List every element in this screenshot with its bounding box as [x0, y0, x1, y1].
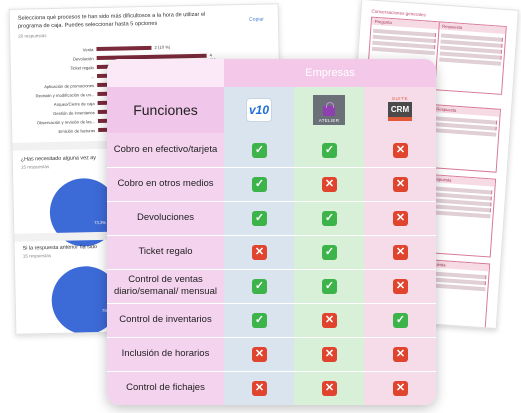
cross-icon: ✕	[322, 313, 337, 328]
function-label: Inclusión de horarios	[121, 348, 210, 360]
function-label: Devoluciones	[136, 212, 195, 224]
row-divider	[107, 235, 436, 236]
cross-icon: ✕	[322, 347, 337, 362]
check-icon: ✓	[322, 245, 337, 260]
companies-header: Empresas	[224, 59, 436, 87]
row-divider	[107, 371, 436, 372]
cross-icon: ✕	[252, 347, 267, 362]
cross-icon: ✕	[393, 381, 408, 396]
table-corner	[107, 59, 224, 87]
atelier-logo: ATELIER	[313, 95, 345, 125]
check-icon: ✓	[252, 177, 267, 192]
company-col-v10: v10	[224, 87, 294, 133]
v10-logo: v10	[246, 98, 272, 122]
survey-block-3: Si la respuesta anterior ha sido 15 resp…	[23, 244, 98, 259]
survey-question-3: Si la respuesta anterior ha sido	[22, 244, 98, 252]
row-divider	[107, 303, 436, 304]
functions-header: Funciones	[107, 87, 224, 133]
cross-icon: ✕	[393, 143, 408, 158]
cross-icon: ✕	[393, 245, 408, 260]
copy-link[interactable]: Copiar	[249, 16, 264, 23]
row-divider	[107, 167, 436, 168]
function-label: Cobro en efectivo/tarjeta	[113, 144, 218, 156]
function-label: Ticket regalo	[138, 246, 193, 258]
company-col-suitecrm: SUITE CRM	[364, 87, 436, 133]
bar-label: Devolución	[72, 55, 94, 62]
bar-label: Revisión y modificación de un...	[35, 91, 95, 98]
check-icon: ✓	[322, 279, 337, 294]
bar-label: Gestión de inventarios	[53, 109, 95, 116]
v10-logo-text: v10	[248, 103, 270, 117]
company-col-atelier: ATELIER	[294, 87, 364, 133]
cross-icon: ✕	[322, 381, 337, 396]
bar-label: Observación y revisión de las...	[36, 118, 96, 125]
shopping-bag-icon	[323, 102, 335, 116]
function-label: Control de ventas diario/semanal/ mensua…	[114, 274, 217, 297]
check-icon: ✓	[252, 313, 267, 328]
bar-label: ...	[90, 73, 95, 79]
cross-icon: ✕	[393, 211, 408, 226]
cross-icon: ✕	[322, 177, 337, 192]
suite-crm-logo-suite: SUITE	[391, 96, 409, 101]
cross-icon: ✕	[252, 245, 267, 260]
check-icon: ✓	[393, 313, 408, 328]
cross-icon: ✕	[393, 279, 408, 294]
suite-crm-stripe	[388, 117, 412, 121]
bar-label: Emisión de facturas	[58, 127, 96, 134]
check-icon: ✓	[252, 143, 267, 158]
bar-value: 2 (10 %)	[154, 44, 171, 50]
function-label: Control de inventarios	[119, 314, 212, 326]
check-icon: ✓	[252, 279, 267, 294]
cross-icon: ✕	[393, 177, 408, 192]
check-icon: ✓	[252, 211, 267, 226]
cross-icon: ✕	[393, 347, 408, 362]
suite-crm-logo-text: CRM	[388, 102, 412, 117]
responses-count-3: 15 respuestas	[22, 253, 52, 259]
atelier-logo-text: ATELIER	[318, 118, 340, 123]
survey-question: Selecciona qué procesos te han sido más …	[17, 11, 206, 30]
check-icon: ✓	[322, 143, 337, 158]
row-divider	[107, 201, 436, 202]
function-label: Cobro en otros medios	[117, 178, 214, 190]
cross-icon: ✕	[252, 381, 267, 396]
bar-fill	[96, 46, 152, 52]
bar-label: Venta	[82, 46, 94, 52]
comparison-table: Empresas Funciones v10 ATELIER SUITE CRM	[107, 59, 436, 405]
bar-track: 2 (10 %)	[96, 44, 206, 52]
bar-label: Aplicación de promociones	[44, 82, 95, 89]
function-label: Control de fichajes	[126, 382, 205, 394]
bar-label: Ticket regalo	[69, 64, 94, 71]
row-divider	[107, 337, 436, 338]
row-divider	[107, 269, 436, 270]
bar-label: Arqueo/Cierre de caja	[53, 100, 95, 107]
check-icon: ✓	[322, 211, 337, 226]
pie-1-label: 73,3%	[94, 219, 107, 226]
suite-crm-logo: SUITE CRM	[387, 96, 413, 124]
